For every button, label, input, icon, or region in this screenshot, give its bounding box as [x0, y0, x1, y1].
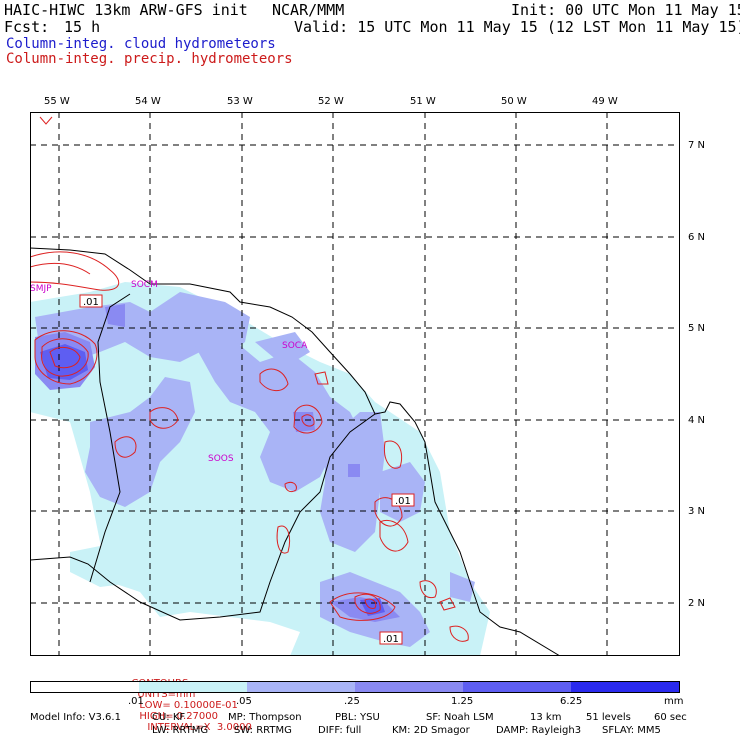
footer-cu: CU: KF — [152, 712, 186, 723]
colorbar-label: .05 — [236, 696, 252, 707]
colorbar-swatch — [355, 682, 463, 692]
footer-dt: 60 sec — [654, 712, 687, 723]
station-label: SOOS — [208, 454, 234, 464]
lon-label: 51 W — [410, 96, 436, 107]
lat-label: 4 N — [688, 415, 706, 426]
fcst-label: Fcst: — [4, 18, 50, 36]
footer-diff: DIFF: full — [318, 725, 362, 736]
footer-sflay: SFLAY: MM5 — [602, 725, 661, 736]
lon-label: 54 W — [135, 96, 161, 107]
init-time: Init: 00 UTC Mon 11 May 15 — [511, 1, 740, 19]
footer-sw: SW: RRTMG — [234, 725, 292, 736]
colorbar-units: mm — [664, 696, 684, 707]
lat-lon-grid — [30, 112, 680, 656]
lon-label: 53 W — [227, 96, 253, 107]
contours-info: CONTOURS: UNITS=mm LOW= 0.10000E-01 HIGH… — [125, 667, 252, 733]
model-title: HAIC-HIWC 13km ARW-GFS init — [4, 1, 248, 19]
lat-label: 3 N — [688, 506, 706, 517]
contours-interval: INTERVAL=X 3.0000 — [147, 722, 252, 733]
footer-levels: 51 levels — [586, 712, 631, 723]
precip-contours — [30, 116, 469, 642]
field-cloud-label: Column-integ. cloud hydrometeors — [6, 36, 276, 52]
lon-label: 49 W — [592, 96, 618, 107]
stations: SMJP SOCM SOCA SOOS — [30, 280, 308, 464]
contour-labels: .01 .01 .01 — [79, 294, 415, 645]
footer-res: 13 km — [530, 712, 562, 723]
lat-label: 7 N — [688, 140, 706, 151]
shading-darkest — [40, 344, 385, 616]
lon-label: 52 W — [318, 96, 344, 107]
lat-label: 5 N — [688, 323, 706, 334]
org-label: NCAR/MMM — [272, 1, 345, 19]
footer-mp: MP: Thompson — [228, 712, 302, 723]
contour-value-label: .01 — [83, 297, 99, 308]
colorbar-swatch — [31, 682, 139, 692]
contours-high: HIGH= 0.27000 — [139, 711, 219, 722]
footer-sf: SF: Noah LSM — [426, 712, 494, 723]
colorbar-label: 6.25 — [560, 696, 583, 707]
shading-medium — [35, 292, 475, 647]
colorbar-swatch — [571, 682, 679, 692]
colorbar-swatch — [247, 682, 355, 692]
fcst-value: 15 h — [64, 18, 101, 36]
colorbar — [30, 681, 680, 693]
lon-label: 50 W — [501, 96, 527, 107]
contours-units: UNITS=mm — [137, 689, 196, 700]
colorbar-swatch — [463, 682, 571, 692]
footer-km: KM: 2D Smagor — [392, 725, 470, 736]
colorbar-label: .25 — [344, 696, 360, 707]
station-label: SMJP — [30, 284, 52, 294]
footer-damp: DAMP: Rayleigh3 — [496, 725, 582, 736]
lon-label: 55 W — [44, 96, 70, 107]
colorbar-label: .01 — [128, 696, 144, 707]
forecast-map: SMJP SOCM SOCA SOOS .01 .01 .01 — [30, 112, 680, 656]
contour-value-label: .01 — [395, 496, 411, 507]
station-label: SOCM — [131, 280, 158, 290]
station-label: SOCA — [282, 341, 308, 351]
contours-low: LOW= 0.10000E-01 — [139, 700, 238, 711]
shading-light — [30, 282, 490, 656]
lat-label: 6 N — [688, 232, 706, 243]
footer-lw: LW: RRTMG — [152, 725, 209, 736]
coastline — [30, 247, 561, 656]
valid-time: Valid: 15 UTC Mon 11 May 15 (12 LST Mon … — [294, 18, 740, 36]
footer-pbl: PBL: YSU — [335, 712, 380, 723]
contour-value-label: .01 — [383, 634, 399, 645]
field-precip-label: Column-integ. precip. hydrometeors — [6, 51, 293, 67]
footer-model-info: Model Info: V3.6.1 — [30, 712, 121, 723]
colorbar-swatch — [139, 682, 247, 692]
colorbar-label: 1.25 — [451, 696, 474, 707]
lat-label: 2 N — [688, 598, 706, 609]
